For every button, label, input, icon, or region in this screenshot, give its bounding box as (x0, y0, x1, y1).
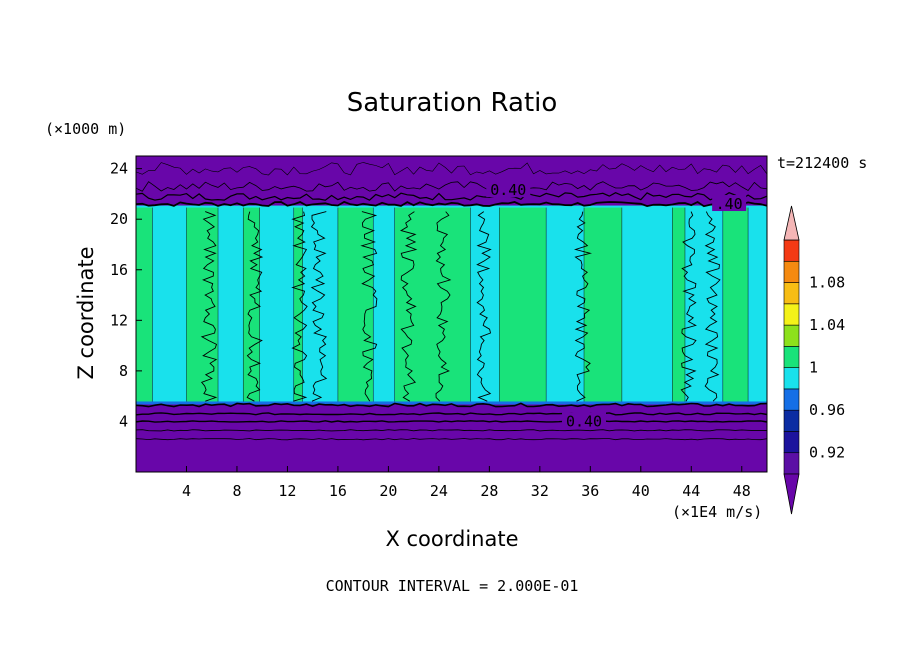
cloud-band-0 (136, 206, 153, 403)
contour-lower-1 (135, 402, 768, 408)
chart-title: Saturation Ratio (346, 88, 558, 118)
y-tick-label-3: 16 (110, 261, 128, 279)
cloud-band-9 (373, 206, 395, 403)
contour-lower-4 (135, 429, 768, 432)
y-tick-label-0: 4 (119, 412, 128, 430)
x-axis-label: X coordinate (385, 527, 519, 551)
turbulence-line-8 (573, 211, 592, 402)
contour-label-0: 0.40 (490, 181, 526, 199)
contour-lower-5 (135, 438, 768, 441)
colorbar-under-arrow (783, 473, 800, 515)
x-tick-label-9: 40 (632, 482, 650, 500)
plot-frame (135, 155, 768, 473)
colorbar-segment-6 (783, 324, 800, 347)
colorbar-label-2: 1 (809, 359, 818, 377)
colorbar-segment-10 (783, 239, 800, 262)
turbulence-line-2 (291, 211, 308, 402)
turbulence-line-10 (704, 211, 721, 402)
cloud-band-16 (672, 206, 685, 403)
contour-label-bg-0 (486, 181, 531, 198)
cloud-band-18 (722, 206, 749, 403)
contour-upper-1 (135, 200, 768, 208)
cloud-band-8 (337, 206, 374, 403)
z-axis-unit: (×1000 m) (45, 120, 127, 138)
y-tick-label-1: 8 (119, 362, 128, 380)
contour-lower-3 (135, 420, 768, 423)
x-tick-label-0: 4 (182, 482, 191, 500)
cloud-band-6 (293, 206, 303, 403)
x-tick-label-6: 28 (480, 482, 498, 500)
turbulence-line-3 (310, 211, 328, 402)
turbulence-line-6 (435, 211, 452, 402)
contour-label-2: .40 (716, 195, 743, 213)
colorbar-label-0: 0.92 (809, 444, 845, 462)
x-tick-label-8: 36 (581, 482, 599, 500)
contour-lower-2 (135, 412, 768, 416)
colorbar-segment-2 (783, 409, 800, 432)
turbulence-line-7 (476, 211, 492, 402)
colorbar-label-4: 1.08 (809, 274, 845, 292)
cloud-band-13 (546, 206, 585, 403)
x-tick-label-4: 20 (379, 482, 397, 500)
cloud-band-7 (302, 206, 338, 403)
time-label: t=212400 s (777, 154, 868, 172)
cloud-band-15 (621, 206, 673, 403)
turbulence-line-5 (399, 211, 418, 402)
contour-label-bg-1 (562, 412, 607, 429)
colorbar-label-1: 0.96 (809, 401, 845, 419)
x-tick-label-2: 12 (278, 482, 296, 500)
colorbar-segment-3 (783, 388, 800, 411)
cloud-band-5 (259, 206, 294, 403)
x-tick-label-10: 44 (682, 482, 700, 500)
cloud-band-19 (748, 206, 767, 403)
x-tick-label-5: 24 (430, 482, 448, 500)
colorbar-label-3: 1.04 (809, 316, 845, 334)
cloud-band-14 (584, 206, 622, 403)
contour-interval-note: CONTOUR INTERVAL = 2.000E-01 (325, 577, 579, 595)
colorbar-segment-0 (783, 452, 800, 475)
cloud-band-12 (499, 206, 547, 403)
turbulence-line-4 (360, 211, 378, 402)
colorbar-segment-5 (783, 346, 800, 368)
x-tick-label-7: 32 (531, 482, 549, 500)
upper-fringe (136, 205, 767, 208)
cloud-band-2 (186, 206, 219, 403)
x-tick-label-3: 16 (329, 482, 347, 500)
y-tick-label-4: 20 (110, 210, 128, 228)
lower-fringe (136, 401, 767, 405)
colorbar-segment-7 (783, 303, 800, 326)
turbulence-line-1 (246, 211, 264, 402)
colorbar-over-arrow (783, 205, 800, 241)
x-tick-label-11: 48 (733, 482, 751, 500)
contour-upper-4 (135, 162, 768, 176)
cloud-band-4 (243, 206, 260, 403)
cloud-band-11 (470, 206, 500, 403)
cloud-band-1 (152, 206, 187, 403)
cloud-band-10 (394, 206, 471, 403)
colorbar-segment-4 (783, 367, 800, 390)
contour-label-1: 0.40 (566, 412, 602, 430)
cloud-band-3 (218, 206, 244, 403)
turbulence-line-9 (680, 211, 697, 402)
y-tick-label-2: 12 (110, 311, 128, 329)
turbulence-line-0 (200, 211, 218, 402)
colorbar-segment-9 (783, 260, 800, 283)
contour-upper-2 (135, 192, 768, 201)
x-axis-unit: (×1E4 m/s) (672, 503, 763, 521)
colorbar-segment-1 (783, 431, 800, 454)
y-tick-label-5: 24 (110, 160, 128, 178)
contour-upper-3 (135, 181, 768, 192)
contour-label-bg-2 (712, 195, 747, 212)
x-tick-label-1: 8 (232, 482, 241, 500)
colorbar-segment-8 (783, 282, 800, 305)
